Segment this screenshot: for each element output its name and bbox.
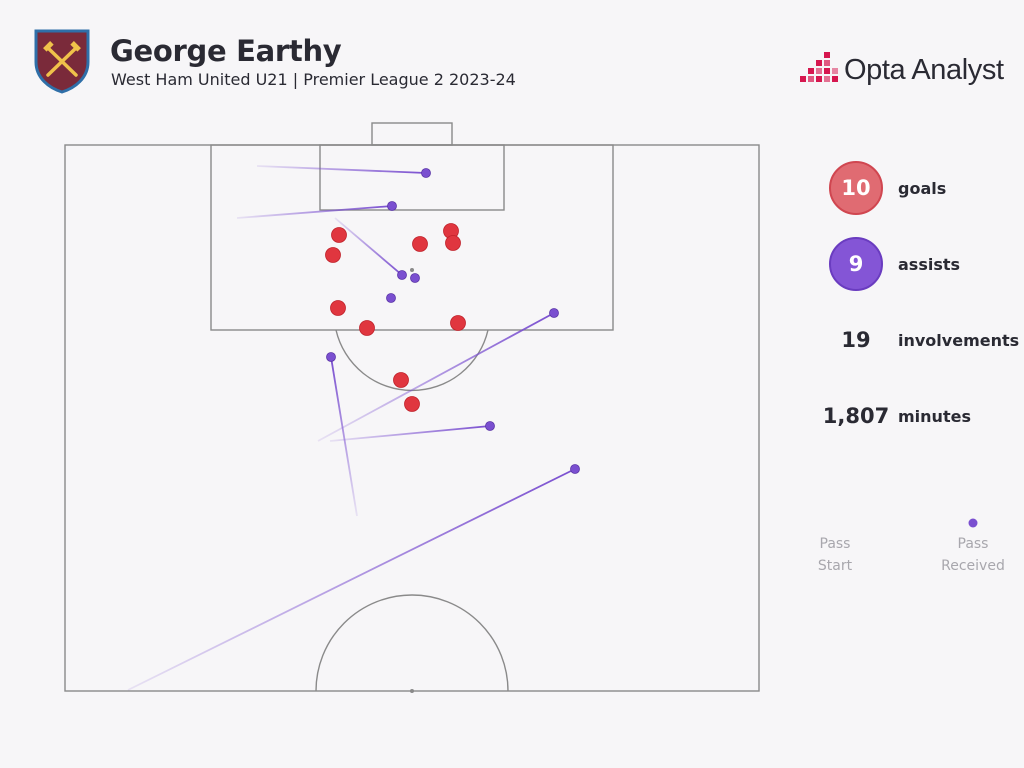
header: George Earthy West Ham United U21 | Prem… [0,0,1024,110]
assist-pass-received-dot [549,308,559,318]
legend-pass-received-line1: Pass [957,536,989,552]
goal-shot-marker [450,315,466,331]
legend-pass-start-line2: Start [817,558,853,574]
assist-pass-received-dot [570,464,580,474]
minutes-label: minutes [898,407,971,426]
pitch-outline [64,144,760,692]
goal-layer [325,223,466,412]
center-spot [410,689,414,693]
assist-pass-received-dot [410,273,420,283]
assist-pass-line [317,312,555,442]
assist-pass-received-dot [386,293,396,303]
player-name: George Earthy [110,34,342,68]
legend-pass-received-label: Pass Received [933,533,1013,577]
legend-pass-start-line1: Pass [819,536,851,552]
assist-pass-line [329,425,491,442]
goal-shot-marker [331,227,347,243]
penalty-spot [410,268,414,272]
goal-shot-marker [445,235,461,251]
assist-pass-received-dot [326,352,336,362]
legend-pass-received-dot [968,518,978,528]
opta-brand-mark-icon [800,52,838,82]
goal-shot-marker [330,300,346,316]
assist-pass-line [330,356,358,517]
assists-label: assists [898,255,961,274]
goal [371,122,453,146]
assist-pass-received-dot [397,270,407,280]
assist-pass-line [236,205,393,219]
subtitle: West Ham United U21 | Premier League 2 2… [111,70,516,89]
brand-name: Opta Analyst [844,54,1004,86]
goal-shot-marker [393,372,409,388]
goal-shot-marker [404,396,420,412]
assist-pass-received-dot [387,201,397,211]
six-yard-box [319,144,505,211]
west-ham-crest-icon [34,29,90,94]
goal-shot-marker [325,247,341,263]
minutes-value: 1,807 [822,404,890,428]
assist-pass-received-dot [485,421,495,431]
legend-pass-start-label: Pass Start [795,533,875,577]
assist-pass-received-dot [421,168,431,178]
goal-shot-marker [359,320,375,336]
assist-pass-line [334,217,403,276]
assist-pass-line [127,468,576,691]
opta-analyst-logo: Opta Analyst [798,48,1008,92]
involvements-value: 19 [841,328,871,352]
assist-pass-line [256,165,427,174]
assists-badge: 9 [829,237,883,291]
center-circle-arc [315,594,509,692]
legend-pass-received-line2: Received [941,558,1005,574]
goals-label: goals [898,179,947,198]
goals-badge: 10 [829,161,883,215]
goal-shot-marker [412,236,428,252]
assist-layer [127,165,580,691]
involvements-label: involvements [898,331,1020,350]
